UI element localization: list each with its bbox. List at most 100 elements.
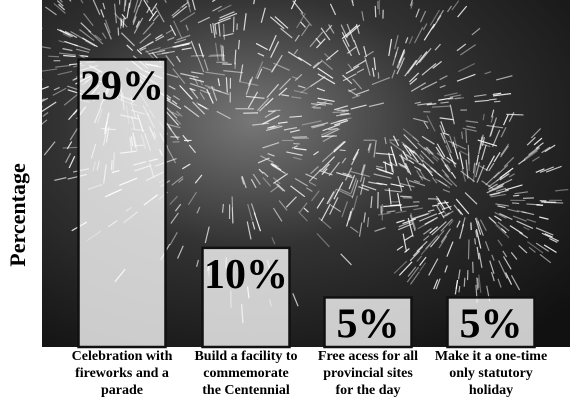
spark — [352, 78, 363, 90]
spark — [53, 86, 60, 91]
spark — [169, 195, 178, 205]
spark — [419, 10, 427, 23]
spark — [234, 49, 237, 65]
spark — [393, 260, 408, 274]
spark — [490, 271, 495, 282]
spark — [285, 196, 297, 208]
spark — [363, 212, 366, 223]
spark — [320, 203, 331, 222]
spark — [245, 76, 254, 95]
spark — [452, 141, 459, 160]
spark — [488, 176, 503, 188]
spark — [383, 204, 402, 208]
spark — [404, 59, 417, 77]
spark — [197, 16, 210, 24]
spark — [123, 0, 126, 12]
spark — [356, 68, 365, 74]
spark — [478, 252, 483, 268]
spark — [181, 47, 192, 51]
spark — [429, 226, 439, 234]
spark — [142, 21, 155, 35]
spark — [310, 165, 319, 175]
spark — [496, 187, 507, 193]
spark — [92, 0, 101, 15]
spark — [30, 78, 43, 84]
spark — [461, 168, 467, 182]
spark — [482, 113, 485, 121]
spark — [544, 144, 556, 153]
spark — [412, 246, 424, 257]
spark — [289, 115, 303, 118]
spark — [431, 167, 437, 173]
spark — [398, 154, 409, 161]
spark — [535, 242, 550, 252]
spark — [339, 149, 346, 152]
spark — [413, 117, 429, 123]
spark — [14, 78, 30, 83]
spark — [457, 208, 464, 216]
spark — [491, 109, 495, 118]
spark — [204, 84, 215, 89]
spark — [187, 191, 197, 206]
spark — [178, 178, 184, 183]
spark — [55, 64, 71, 68]
spark — [152, 14, 159, 22]
spark — [155, 33, 163, 40]
spark — [171, 175, 184, 186]
spark — [262, 177, 272, 187]
spark — [441, 169, 450, 178]
spark — [170, 212, 179, 224]
spark — [21, 103, 35, 112]
spark — [269, 125, 277, 129]
spark — [333, 140, 345, 152]
spark — [206, 88, 214, 104]
spark — [312, 61, 320, 69]
spark — [481, 136, 485, 147]
spark — [19, 31, 31, 36]
spark — [56, 28, 73, 38]
spark — [309, 76, 326, 88]
spark — [143, 0, 155, 17]
spark — [423, 227, 432, 235]
spark — [167, 36, 175, 41]
spark — [276, 183, 286, 192]
spark — [432, 204, 439, 207]
spark — [209, 53, 224, 56]
spark — [388, 152, 394, 173]
spark — [148, 49, 166, 55]
spark — [145, 0, 149, 4]
spark — [262, 114, 280, 125]
spark — [465, 120, 479, 124]
spark — [247, 91, 259, 109]
spark — [255, 61, 264, 79]
spark — [543, 244, 557, 253]
spark — [293, 89, 308, 95]
spark — [495, 75, 513, 81]
spark — [139, 41, 154, 50]
spark — [392, 135, 400, 147]
spark — [539, 166, 554, 173]
spark — [502, 250, 508, 258]
spark — [353, 39, 361, 56]
spark — [485, 171, 500, 186]
spark — [404, 162, 412, 175]
spark — [429, 167, 442, 177]
spark — [356, 89, 370, 96]
spark — [189, 87, 199, 99]
spark — [419, 256, 427, 266]
bar — [77, 58, 167, 349]
spark — [279, 77, 292, 90]
spark — [416, 240, 428, 252]
spark — [197, 56, 205, 73]
spark — [410, 82, 427, 92]
spark — [258, 104, 267, 112]
spark — [88, 30, 104, 45]
spark — [432, 60, 442, 69]
spark — [332, 111, 346, 114]
spark — [217, 78, 221, 87]
spark — [478, 274, 482, 293]
spark — [479, 134, 484, 150]
spark — [368, 102, 384, 108]
spark — [237, 39, 240, 50]
spark — [221, 203, 225, 213]
